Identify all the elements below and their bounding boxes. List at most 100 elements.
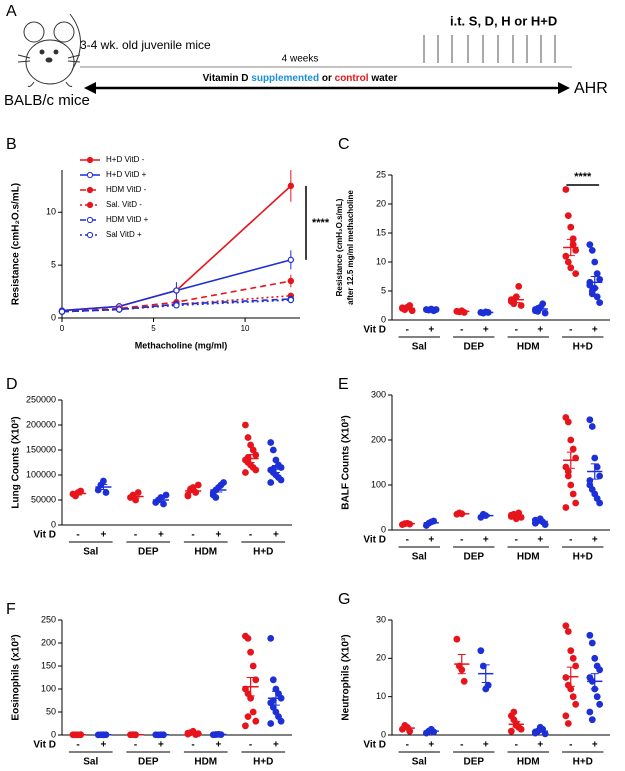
sign-label: - (569, 325, 572, 336)
point (58, 308, 66, 315)
legend-marker (86, 201, 94, 209)
point (567, 436, 575, 444)
point (157, 494, 165, 501)
point (252, 466, 260, 474)
point (562, 674, 570, 681)
point (173, 302, 180, 309)
y-tick-label: 200000 (26, 419, 56, 429)
point (572, 662, 580, 670)
y-axis-label: Resistance (cmH₂O.s/mL) (335, 198, 344, 296)
vit-label: Vit D (363, 535, 386, 546)
point (569, 241, 577, 249)
y-tick-label: 100 (41, 683, 56, 693)
sign-label: - (76, 740, 79, 751)
point (460, 309, 468, 316)
sign-label: - (515, 535, 518, 546)
sign-label: + (428, 740, 434, 751)
panel-label: E (338, 376, 349, 393)
panel-label: A (6, 3, 17, 20)
group-label: Sal (83, 547, 98, 558)
sign-label: - (460, 535, 463, 546)
point (287, 296, 295, 304)
sign-label: - (134, 530, 137, 541)
sign-label: - (249, 740, 252, 751)
group-label: H+D (573, 342, 593, 353)
point (541, 309, 549, 317)
point (484, 681, 492, 689)
y-tick-label: 10 (46, 207, 56, 217)
sign-label: + (537, 740, 543, 751)
y-axis-label: BALF Counts (X10³) (341, 415, 352, 509)
mouse-icon (17, 13, 81, 87)
point (593, 463, 601, 471)
series-line (61, 280, 291, 313)
point (541, 521, 549, 528)
point (102, 489, 110, 496)
panel-label: F (6, 601, 16, 618)
group-label: DEP (138, 547, 159, 558)
group-label: H+D (573, 552, 593, 563)
point (220, 479, 227, 486)
point (160, 500, 167, 508)
y-tick-label: 0 (51, 519, 56, 529)
point (586, 708, 594, 716)
y-tick-label: 20 (376, 198, 386, 208)
point (184, 492, 192, 500)
point (572, 499, 580, 507)
point (267, 479, 275, 486)
legend-marker (86, 186, 94, 194)
sign-label: + (537, 325, 543, 336)
annotation: **** (312, 217, 330, 229)
sign-label: + (273, 740, 279, 751)
annotation: **** (574, 171, 592, 183)
sign-label: + (428, 535, 434, 546)
legend-marker (86, 171, 94, 179)
age-text: 3-4 wk. old juvenile mice (80, 38, 211, 52)
point (596, 499, 604, 507)
sign-label: + (100, 740, 106, 751)
point (586, 241, 594, 249)
point (562, 712, 570, 720)
point (453, 635, 461, 643)
sign-label: - (406, 325, 409, 336)
point (567, 223, 575, 231)
point (569, 490, 577, 498)
legend-label: Sal. VitD - (106, 200, 142, 209)
y-tick-label: 200 (41, 637, 56, 647)
outcome-text: AHR (574, 80, 608, 97)
y-tick-label: 100000 (26, 469, 56, 479)
point (249, 662, 257, 670)
y-tick-label: 0 (381, 314, 386, 324)
strain-text: BALB/c mice (4, 92, 90, 109)
point (596, 276, 604, 283)
point (564, 418, 572, 426)
point (586, 631, 594, 639)
legend-label: H+D VitD - (106, 155, 145, 164)
sign-label: + (483, 740, 489, 751)
point (564, 628, 572, 635)
point (94, 486, 102, 494)
point (460, 677, 468, 685)
point (569, 235, 577, 243)
water-word: or (322, 73, 332, 84)
group-label: Sal (412, 757, 427, 768)
series-line (61, 299, 291, 313)
group-label: H+D (253, 757, 273, 768)
sign-label: + (158, 530, 164, 541)
legend-marker (86, 156, 94, 164)
point (569, 693, 577, 701)
sign-label: + (428, 325, 434, 336)
y-tick-label: 250 (41, 614, 56, 624)
y-axis-label: Resistance (cmH₂O.s/mL) (11, 183, 22, 305)
point (194, 481, 202, 489)
group-label: HDM (194, 757, 217, 768)
point (572, 700, 580, 708)
group-label: Sal (412, 552, 427, 563)
point (277, 717, 285, 725)
sign-label: + (215, 740, 221, 751)
sign-label: - (569, 535, 572, 546)
point (269, 676, 277, 684)
sign-label: + (273, 530, 279, 541)
point (588, 716, 596, 724)
water-text: Vitamin D supplemented or control water (203, 73, 398, 84)
